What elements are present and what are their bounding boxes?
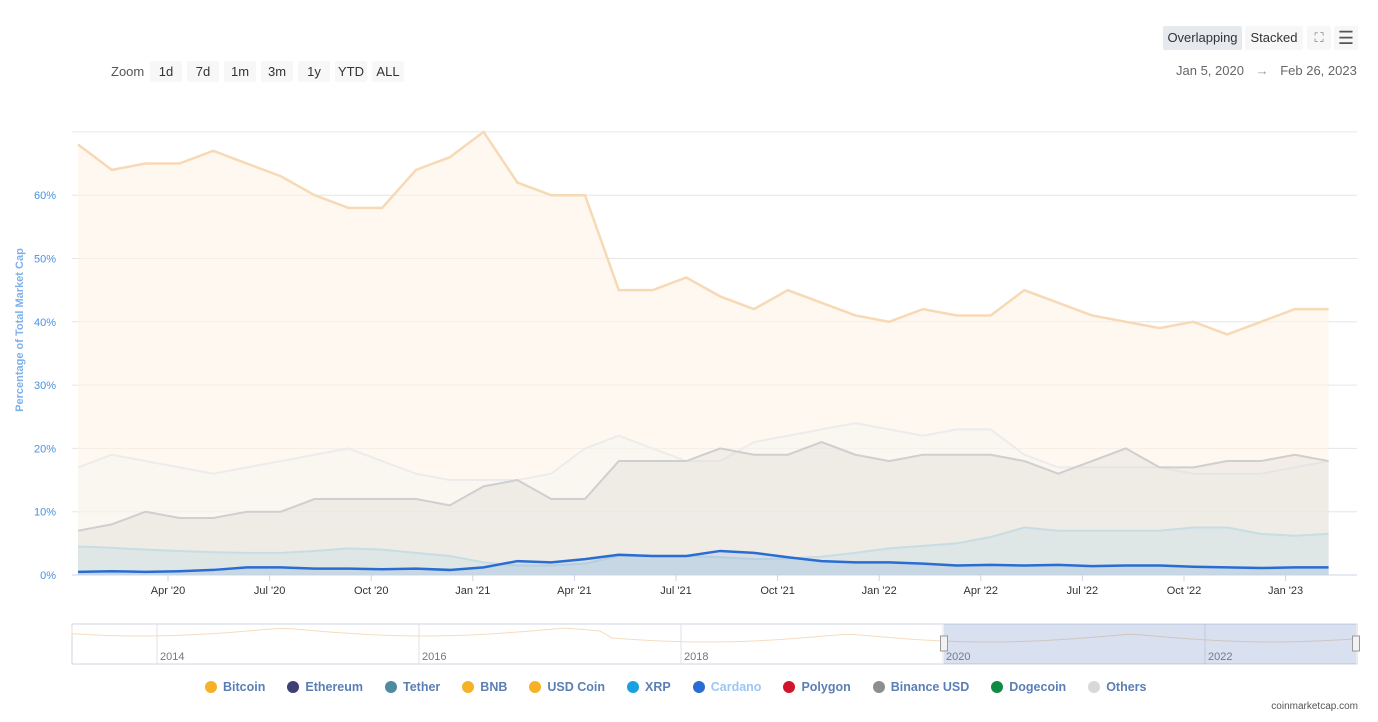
navigator: [71, 623, 1358, 665]
legend-label: Tether: [403, 680, 441, 694]
x-tick-label: Apr '21: [557, 585, 592, 597]
arrow: →: [1255, 63, 1269, 78]
legend-item[interactable]: Dogecoin: [991, 680, 1066, 694]
x-tick-label: Oct '22: [1167, 585, 1202, 597]
legend-dot-icon: [872, 681, 885, 693]
legend-dot-icon: [205, 681, 217, 693]
legend-item[interactable]: Ethereum: [287, 680, 363, 694]
series-line-others: [77, 422, 1329, 482]
legend-dot-icon: [627, 681, 640, 693]
navigator-handle[interactable]: [1352, 635, 1360, 652]
x-tick-label: Jul '22: [1067, 585, 1098, 597]
y-tick-label: 10%: [34, 507, 56, 519]
range-all-button[interactable]: ALL: [372, 61, 404, 82]
x-tick-label: Apr '22: [964, 585, 999, 597]
chart-svg: 0% 10% 20% 30% 40% 50% 60% Percentage of Total …: [14, 130, 1360, 665]
range-1m-button[interactable]: 1m: [224, 61, 256, 82]
legend-item[interactable]: Tether: [385, 680, 440, 694]
legend-dot-icon: [385, 681, 398, 693]
legend-item[interactable]: Cardano: [692, 680, 762, 694]
y-tick-label: 60%: [34, 190, 56, 202]
range-1y-button[interactable]: 1y: [298, 61, 330, 82]
legend-dot-icon: [783, 681, 796, 693]
range-1d-button[interactable]: 1d: [150, 61, 182, 82]
area-cardano: [78, 550, 1329, 575]
x-tick-label: Jan '21: [455, 585, 490, 597]
zoom-label: Zoom: [111, 64, 145, 79]
legend-item[interactable]: XRP: [627, 680, 671, 694]
y-axis-title: Percentage of Total Market Cap: [14, 248, 26, 412]
range-ytd-button[interactable]: YTD: [335, 61, 367, 82]
y-tick-label: 30%: [34, 380, 56, 392]
legend-item[interactable]: USD Coin: [529, 680, 605, 694]
legend-dot-icon: [991, 681, 1004, 693]
series-line-cardano: [77, 549, 1329, 574]
legend-label: XRP: [645, 680, 671, 694]
navigator-handle[interactable]: [940, 635, 948, 652]
date-range[interactable]: Jan 5, 2020 → Feb 26, 2023: [1176, 63, 1357, 78]
legend-label: USD Coin: [547, 680, 606, 694]
stacked-button[interactable]: Stacked: [1245, 26, 1303, 50]
navigator-label: 2018: [684, 651, 708, 663]
legend-label: Dogecoin: [1009, 680, 1067, 694]
legend-label: Cardano: [710, 680, 762, 694]
legend-label: BNB: [480, 680, 508, 694]
y-tick-label: 20%: [34, 443, 56, 455]
y-tick-label: 40%: [34, 317, 56, 329]
area-tether: [78, 527, 1329, 575]
legend-dot-icon: [287, 681, 300, 693]
legend: Bitcoin Ethereum Tether BNB USD Coin XRP Carda…: [205, 680, 1147, 694]
legend-item[interactable]: Polygon: [783, 680, 851, 694]
x-tick-label: Jan '23: [1268, 585, 1303, 597]
range-7d-button[interactable]: 7d: [187, 61, 219, 82]
legend-item[interactable]: Binance USD: [872, 680, 970, 694]
x-tick-label: Apr '20: [151, 585, 186, 597]
legend-item[interactable]: Bitcoin: [205, 680, 265, 694]
legend-dot-icon: [692, 681, 705, 693]
legend-label: Polygon: [801, 680, 851, 694]
date-from[interactable]: Jan 5, 2020: [1176, 63, 1244, 78]
x-tick-label: Jan '22: [862, 585, 897, 597]
series-line-bitcoin: [77, 130, 1329, 336]
navigator-label: 2014: [160, 651, 184, 663]
legend-dot-icon: [529, 681, 542, 693]
legend-dot-icon: [1088, 681, 1101, 693]
date-to[interactable]: Feb 26, 2023: [1280, 63, 1357, 78]
legend-dot-icon: [462, 681, 475, 693]
range-3m-button[interactable]: 3m: [261, 61, 293, 82]
navigator-label: 2020: [946, 651, 970, 663]
legend-label: Ethereum: [305, 680, 364, 694]
fullscreen-icon[interactable]: ⛶: [1307, 26, 1331, 50]
overlapping-button[interactable]: Overlapping: [1163, 26, 1242, 50]
legend-item[interactable]: Others: [1088, 680, 1147, 694]
legend-label: Bitcoin: [223, 680, 266, 694]
x-tick-label: Jul '21: [660, 585, 691, 597]
credit: coinmarketcap.com: [1271, 701, 1358, 712]
y-tick-label: 0%: [40, 570, 56, 582]
y-tick-label: 50%: [34, 254, 56, 266]
legend-label: Binance USD: [890, 680, 970, 694]
navigator-series: [71, 627, 1357, 643]
navigator-label: 2016: [422, 651, 446, 663]
x-tick-label: Oct '21: [760, 585, 795, 597]
series-line-ethereum: [77, 441, 1329, 532]
x-tick-label: Jul '20: [254, 585, 285, 597]
legend-label: Others: [1106, 680, 1147, 694]
navigator-selection[interactable]: [944, 624, 1356, 664]
menu-icon[interactable]: ☰: [1334, 26, 1358, 50]
legend-item[interactable]: BNB: [462, 680, 507, 694]
navigator-label: 2022: [1208, 651, 1232, 663]
x-tick-label: Oct '20: [354, 585, 389, 597]
series-line-tether: [77, 526, 1329, 567]
